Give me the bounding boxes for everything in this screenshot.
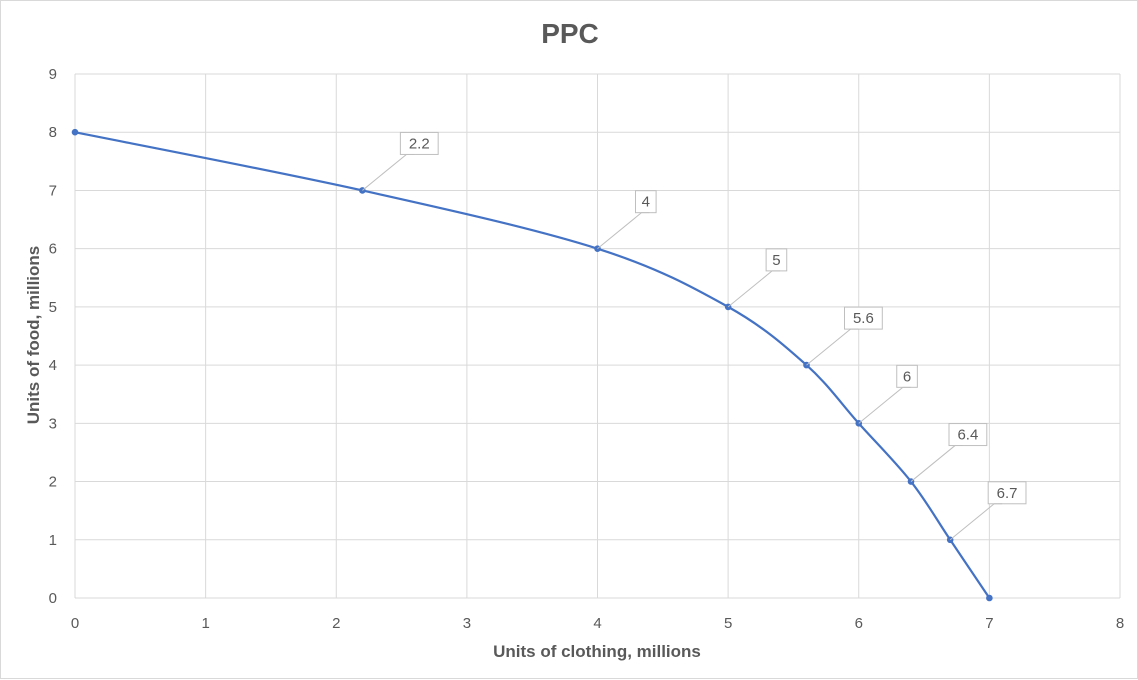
data-label: 6.4 [910, 423, 988, 482]
leader-line [597, 212, 650, 250]
chart-title: PPC [541, 18, 599, 49]
leader-line [362, 153, 415, 191]
data-label-text: 6.4 [957, 427, 978, 444]
data-label-text: 5.6 [853, 310, 874, 327]
x-tick-label: 5 [724, 615, 732, 632]
x-tick-label: 7 [985, 615, 993, 632]
y-tick-label: 3 [49, 415, 57, 432]
x-tick-label: 6 [855, 615, 863, 632]
x-tick-label: 4 [593, 615, 601, 632]
y-tick-label: 5 [49, 299, 57, 316]
leader-line [858, 386, 911, 424]
y-tick-label: 2 [49, 474, 57, 491]
data-label-text: 2.2 [409, 135, 430, 152]
x-tick-label: 0 [71, 615, 79, 632]
data-label: 6.7 [949, 481, 1027, 541]
data-point [986, 594, 993, 602]
data-label-text: 6 [903, 368, 911, 385]
y-tick-label: 0 [49, 590, 57, 607]
data-label-text: 5 [772, 252, 780, 269]
data-label: 6 [858, 364, 918, 424]
y-tick-label: 8 [49, 124, 57, 141]
leader-line [910, 445, 963, 482]
data-label-text: 6.7 [997, 485, 1018, 502]
x-tick-label: 1 [201, 615, 209, 632]
data-label-text: 4 [642, 194, 650, 211]
y-axis-title: Units of food, millions [24, 246, 43, 424]
data-label-box [399, 131, 439, 155]
x-tick-label: 2 [332, 615, 340, 632]
data-label: 4 [597, 190, 657, 250]
y-tick-label: 7 [49, 182, 57, 199]
leader-line [949, 503, 1003, 541]
tick-labels: 0 1 2 3 4 5 6 7 8 0 1 2 3 4 5 6 7 8 9 [49, 66, 1125, 632]
x-tick-label: 3 [463, 615, 471, 632]
data-labels: 2.2 4 5 5.6 6 6.4 6.7 [362, 131, 1027, 541]
data-label-box [948, 423, 988, 447]
data-label: 2.2 [362, 131, 439, 191]
y-tick-label: 1 [49, 532, 57, 549]
data-label: 5 [727, 248, 788, 308]
y-tick-label: 6 [49, 241, 57, 258]
data-label-box [987, 481, 1027, 505]
series-line [74, 131, 991, 599]
data-point [71, 128, 79, 136]
x-axis-title: Units of clothing, millions [493, 642, 701, 661]
gridlines [74, 73, 1121, 599]
data-label: 5.6 [806, 306, 883, 366]
leader-line [727, 270, 781, 308]
y-tick-label: 4 [49, 357, 57, 374]
y-tick-label: 9 [49, 66, 57, 83]
x-tick-label: 8 [1116, 615, 1124, 632]
leader-line [806, 328, 859, 366]
data-label-box [844, 306, 883, 330]
